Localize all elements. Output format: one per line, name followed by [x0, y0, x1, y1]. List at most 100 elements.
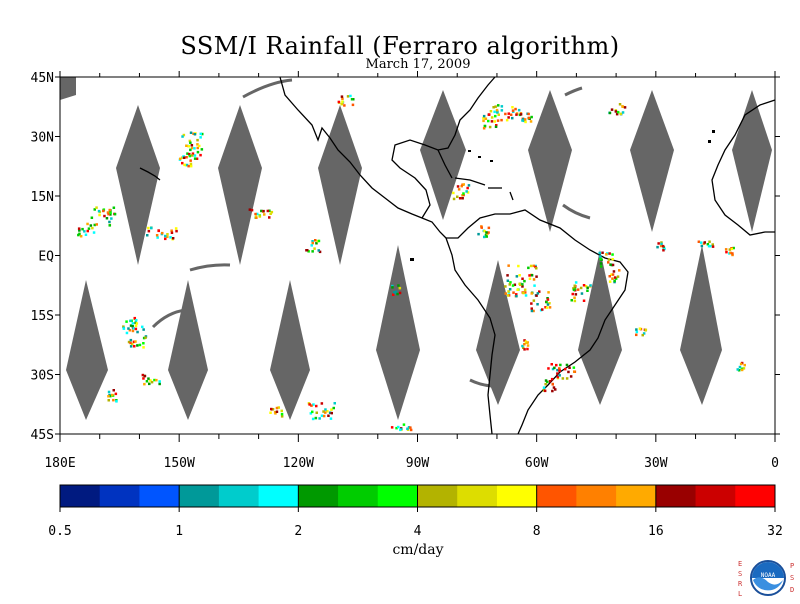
rain-pixel	[320, 414, 324, 417]
rain-pixel	[582, 284, 586, 287]
rain-pixel	[742, 367, 746, 370]
swath-gap	[270, 280, 310, 420]
rain-pixel	[266, 209, 270, 213]
rain-pixel	[703, 241, 706, 244]
rain-pixel	[136, 344, 139, 347]
rain-pixel	[541, 308, 544, 311]
rain-pixel	[81, 227, 84, 231]
rain-pixel	[608, 111, 612, 115]
rain-pixel	[605, 253, 608, 256]
latitude-axis: 45N 30N 15N EQ 15S 30S 45S	[31, 71, 780, 443]
rain-pixel	[580, 292, 584, 295]
lat-tick-label: 15N	[31, 190, 54, 205]
rain-pixel	[530, 274, 534, 277]
rain-pixel	[196, 143, 199, 146]
rain-pixel	[108, 224, 111, 227]
rain-pixel	[275, 406, 279, 410]
lat-tick-label: 15S	[31, 309, 54, 324]
rain-pixel	[131, 322, 135, 325]
rain-pixel	[529, 264, 533, 268]
rain-pixel	[78, 229, 81, 232]
rain-pixel	[731, 253, 734, 257]
rain-pixel	[311, 250, 314, 253]
rain-pixel	[548, 302, 551, 305]
rain-pixel	[146, 234, 149, 237]
rain-pixel	[83, 230, 86, 233]
rainfall-patches	[77, 94, 746, 432]
rain-pixel	[324, 408, 327, 411]
rain-pixel	[307, 250, 310, 253]
rain-pixel	[193, 154, 197, 157]
colorbar-swatch	[377, 485, 418, 507]
rain-pixel	[586, 286, 589, 289]
rain-pixel	[133, 345, 136, 348]
rain-pixel	[522, 119, 526, 123]
rain-pixel	[505, 118, 509, 122]
rain-pixel	[517, 264, 520, 268]
rain-pixel	[155, 234, 159, 237]
rain-pixel	[572, 366, 576, 369]
rain-pixel	[489, 110, 493, 113]
rain-pixel	[391, 284, 394, 288]
rain-pixel	[556, 375, 559, 379]
colorbar-unit: cm/day	[392, 542, 444, 558]
rain-pixel	[528, 274, 531, 277]
rain-pixel	[613, 279, 616, 283]
rain-pixel	[198, 144, 201, 148]
rain-pixel	[507, 116, 510, 119]
swath-gap	[168, 280, 208, 420]
rain-pixel	[187, 164, 190, 168]
colorbar-swatch	[218, 485, 260, 507]
rain-pixel	[133, 316, 136, 320]
colorbar-swatch	[576, 485, 617, 507]
rain-pixel	[730, 247, 734, 251]
rain-pixel	[488, 125, 492, 129]
rain-pixel	[149, 379, 152, 382]
rain-pixel	[200, 148, 204, 151]
rain-pixel	[189, 141, 192, 144]
rain-pixel	[663, 247, 666, 251]
rain-pixel	[565, 363, 569, 367]
rain-pixel	[322, 410, 325, 413]
rain-pixel	[199, 132, 202, 136]
rain-pixel	[569, 375, 573, 378]
swath-gap	[376, 245, 420, 420]
rain-pixel	[567, 370, 570, 374]
rain-pixel	[554, 388, 557, 391]
rain-pixel	[95, 206, 98, 209]
swath-gap	[476, 260, 520, 405]
rain-pixel	[553, 366, 556, 370]
rain-pixel	[638, 327, 642, 330]
rain-pixel	[340, 95, 344, 98]
rain-pixel	[522, 117, 525, 121]
rain-pixel	[399, 428, 402, 432]
rain-pixel	[315, 404, 318, 408]
rain-pixel	[737, 369, 741, 372]
rain-pixel	[190, 144, 194, 147]
swath-gap	[60, 77, 76, 100]
rain-pixel	[314, 416, 318, 420]
rain-pixel	[142, 336, 146, 340]
rain-pixel	[708, 240, 711, 243]
rain-pixel	[494, 114, 497, 118]
rain-pixel	[93, 208, 96, 211]
rain-pixel	[188, 139, 192, 143]
rain-pixel	[487, 226, 491, 230]
colorbar-swatch	[536, 485, 577, 507]
swath-gap	[578, 250, 622, 405]
rain-pixel	[586, 289, 589, 292]
rain-pixel	[551, 367, 555, 371]
rain-pixel	[314, 239, 317, 242]
rain-pixel	[519, 113, 523, 116]
rain-pixel	[109, 211, 112, 214]
rain-pixel	[191, 152, 195, 155]
rain-pixel	[508, 288, 512, 291]
rain-pixel	[711, 245, 715, 248]
rain-pixel	[398, 286, 402, 290]
swath-gap	[732, 90, 772, 232]
rain-pixel	[150, 380, 154, 384]
rain-pixel	[483, 125, 487, 128]
rain-pixel	[551, 383, 554, 386]
rain-pixel	[635, 330, 639, 334]
rain-pixel	[310, 404, 313, 407]
